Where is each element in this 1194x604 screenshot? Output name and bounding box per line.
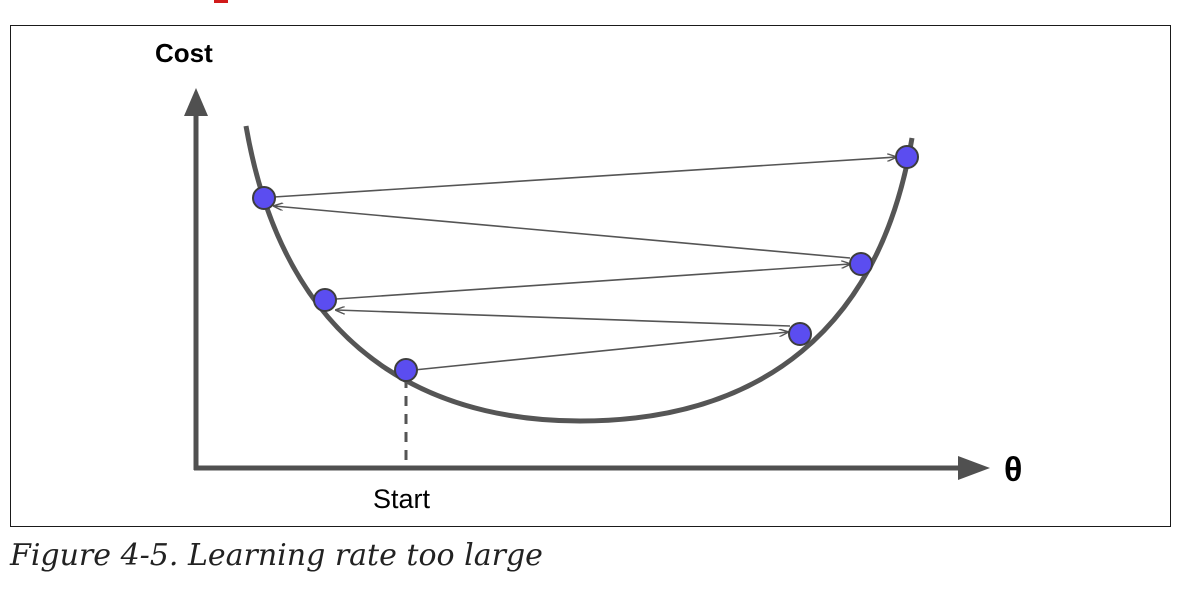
page-mark [214, 0, 228, 3]
step-arrow-4 [274, 206, 851, 259]
step-point-6 [895, 145, 919, 169]
y-axis-arrowhead [184, 88, 208, 116]
figure-caption: Figure 4-5. Learning rate too large [10, 538, 543, 573]
x-axis-arrowhead [958, 456, 990, 480]
figure-frame [10, 25, 1171, 527]
step-point-start [394, 358, 418, 382]
step-arrow-5 [273, 157, 896, 198]
step-arrow-3 [335, 264, 850, 300]
step-point-4 [849, 252, 873, 276]
step-point-5 [252, 186, 276, 210]
step-arrow-2 [336, 310, 791, 327]
step-arrow-1 [413, 332, 788, 371]
start-label: Start [373, 484, 431, 514]
step-point-3 [313, 288, 337, 312]
cost-curve [243, 125, 915, 424]
step-point-2 [788, 322, 812, 346]
y-axis-label: Cost [155, 38, 213, 68]
x-axis-label: θ [1004, 451, 1022, 489]
